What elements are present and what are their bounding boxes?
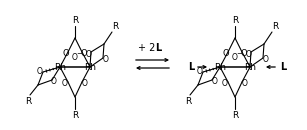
Text: R: R <box>232 15 238 24</box>
Text: Rh: Rh <box>54 63 66 72</box>
Text: R: R <box>72 110 78 119</box>
Text: R: R <box>72 15 78 24</box>
Text: R: R <box>185 98 191 106</box>
Text: R: R <box>272 21 278 31</box>
Text: O: O <box>242 80 248 89</box>
Text: L: L <box>280 62 286 72</box>
Text: L: L <box>188 62 194 72</box>
Text: O: O <box>51 77 57 86</box>
Text: O: O <box>37 67 43 76</box>
Text: O: O <box>72 53 78 61</box>
Text: R: R <box>25 98 31 106</box>
Text: R: R <box>112 21 118 31</box>
Text: O: O <box>81 48 87 57</box>
Text: O: O <box>222 80 228 89</box>
Text: O: O <box>86 50 92 58</box>
Text: O: O <box>197 67 203 76</box>
Text: O: O <box>212 77 218 86</box>
Text: −: − <box>76 51 82 57</box>
Text: O: O <box>241 48 247 57</box>
Text: R: R <box>232 110 238 119</box>
Text: O: O <box>62 80 68 89</box>
Text: O: O <box>246 50 252 58</box>
Text: O: O <box>103 54 109 63</box>
Text: Rh: Rh <box>84 63 96 72</box>
Text: −: − <box>236 51 242 57</box>
Text: O: O <box>223 48 229 57</box>
Text: Rh: Rh <box>214 63 226 72</box>
Text: Rh: Rh <box>244 63 256 72</box>
Text: + 2: + 2 <box>138 43 158 53</box>
Text: O: O <box>82 80 88 89</box>
Text: L: L <box>155 43 161 53</box>
Text: O: O <box>263 54 269 63</box>
Text: O: O <box>232 53 238 61</box>
Text: O: O <box>63 48 69 57</box>
